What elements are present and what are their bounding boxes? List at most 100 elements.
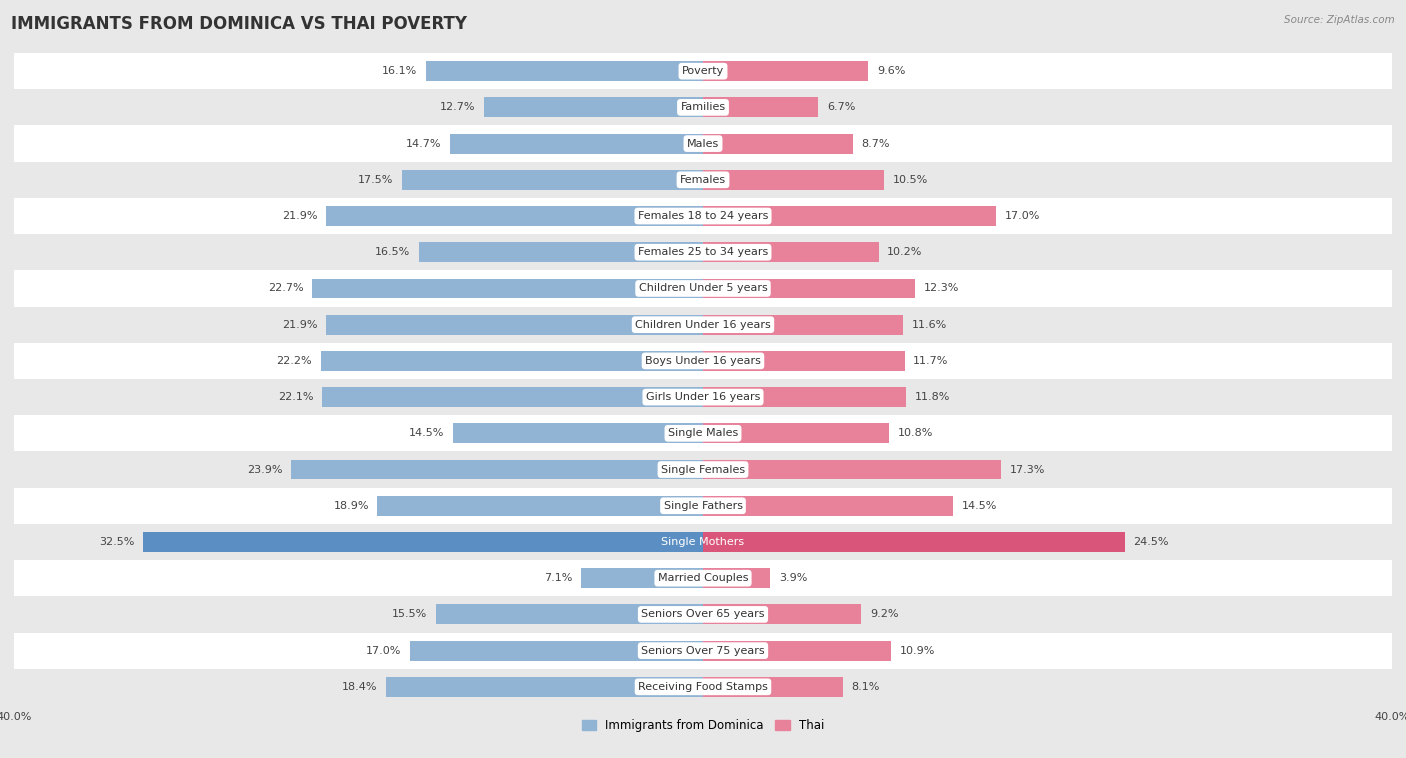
- Text: 9.2%: 9.2%: [870, 609, 898, 619]
- Text: Married Couples: Married Couples: [658, 573, 748, 583]
- Text: 12.7%: 12.7%: [440, 102, 475, 112]
- Text: 10.9%: 10.9%: [900, 646, 935, 656]
- Text: 15.5%: 15.5%: [392, 609, 427, 619]
- Bar: [14, 597, 1392, 632]
- Bar: [312, 278, 703, 299]
- Text: 17.5%: 17.5%: [357, 175, 392, 185]
- Text: Females 18 to 24 years: Females 18 to 24 years: [638, 211, 768, 221]
- Bar: [14, 452, 1392, 487]
- Text: 10.2%: 10.2%: [887, 247, 922, 257]
- Text: Single Fathers: Single Fathers: [664, 501, 742, 511]
- Text: Seniors Over 65 years: Seniors Over 65 years: [641, 609, 765, 619]
- Text: 22.1%: 22.1%: [278, 392, 314, 402]
- Bar: [703, 61, 869, 81]
- Bar: [14, 198, 1392, 234]
- Text: 10.5%: 10.5%: [893, 175, 928, 185]
- Bar: [450, 133, 703, 154]
- Bar: [402, 170, 703, 190]
- Bar: [14, 161, 1392, 198]
- Bar: [484, 98, 703, 117]
- Text: 6.7%: 6.7%: [827, 102, 855, 112]
- Bar: [14, 669, 1392, 705]
- Bar: [291, 459, 703, 480]
- Text: Source: ZipAtlas.com: Source: ZipAtlas.com: [1284, 15, 1395, 25]
- Bar: [419, 243, 703, 262]
- Text: 10.8%: 10.8%: [897, 428, 934, 438]
- Text: 32.5%: 32.5%: [100, 537, 135, 547]
- Text: 7.1%: 7.1%: [544, 573, 572, 583]
- Text: Single Males: Single Males: [668, 428, 738, 438]
- Bar: [703, 170, 884, 190]
- Text: Children Under 5 years: Children Under 5 years: [638, 283, 768, 293]
- Text: Boys Under 16 years: Boys Under 16 years: [645, 356, 761, 366]
- Bar: [436, 604, 703, 625]
- Text: 21.9%: 21.9%: [281, 211, 318, 221]
- Text: 16.1%: 16.1%: [382, 66, 418, 76]
- Bar: [703, 315, 903, 334]
- Bar: [703, 278, 915, 299]
- Bar: [703, 424, 889, 443]
- Bar: [143, 532, 703, 552]
- Text: 17.0%: 17.0%: [366, 646, 402, 656]
- Text: 23.9%: 23.9%: [247, 465, 283, 475]
- Bar: [322, 387, 703, 407]
- Bar: [703, 351, 904, 371]
- Bar: [703, 496, 953, 515]
- Text: Females: Females: [681, 175, 725, 185]
- Bar: [703, 243, 879, 262]
- Bar: [703, 98, 818, 117]
- Legend: Immigrants from Dominica, Thai: Immigrants from Dominica, Thai: [575, 713, 831, 738]
- Bar: [14, 53, 1392, 89]
- Bar: [703, 532, 1125, 552]
- Text: Poverty: Poverty: [682, 66, 724, 76]
- Text: 11.8%: 11.8%: [915, 392, 950, 402]
- Text: 21.9%: 21.9%: [281, 320, 318, 330]
- Text: Children Under 16 years: Children Under 16 years: [636, 320, 770, 330]
- Bar: [703, 387, 907, 407]
- Bar: [377, 496, 703, 515]
- Text: 14.5%: 14.5%: [962, 501, 997, 511]
- Bar: [703, 459, 1001, 480]
- Text: 12.3%: 12.3%: [924, 283, 959, 293]
- Text: 24.5%: 24.5%: [1133, 537, 1168, 547]
- Text: 22.7%: 22.7%: [267, 283, 304, 293]
- Bar: [703, 206, 995, 226]
- Text: 9.6%: 9.6%: [877, 66, 905, 76]
- Bar: [14, 415, 1392, 452]
- Bar: [321, 351, 703, 371]
- Text: Families: Families: [681, 102, 725, 112]
- Text: 3.9%: 3.9%: [779, 573, 807, 583]
- Text: Males: Males: [688, 139, 718, 149]
- Text: 14.5%: 14.5%: [409, 428, 444, 438]
- Bar: [581, 568, 703, 588]
- Bar: [14, 487, 1392, 524]
- Bar: [14, 126, 1392, 161]
- Bar: [14, 89, 1392, 126]
- Text: Females 25 to 34 years: Females 25 to 34 years: [638, 247, 768, 257]
- Bar: [426, 61, 703, 81]
- Bar: [326, 315, 703, 334]
- Bar: [703, 133, 853, 154]
- Bar: [14, 234, 1392, 271]
- Bar: [326, 206, 703, 226]
- Text: 11.7%: 11.7%: [912, 356, 949, 366]
- Bar: [703, 604, 862, 625]
- Text: 8.7%: 8.7%: [862, 139, 890, 149]
- Bar: [453, 424, 703, 443]
- Text: 22.2%: 22.2%: [277, 356, 312, 366]
- Text: Receiving Food Stamps: Receiving Food Stamps: [638, 682, 768, 692]
- Bar: [411, 641, 703, 660]
- Text: Single Mothers: Single Mothers: [661, 537, 745, 547]
- Bar: [387, 677, 703, 697]
- Text: Single Females: Single Females: [661, 465, 745, 475]
- Bar: [14, 632, 1392, 669]
- Text: 17.3%: 17.3%: [1010, 465, 1045, 475]
- Text: 8.1%: 8.1%: [851, 682, 880, 692]
- Bar: [703, 677, 842, 697]
- Text: 17.0%: 17.0%: [1004, 211, 1040, 221]
- Text: 11.6%: 11.6%: [911, 320, 946, 330]
- Text: 16.5%: 16.5%: [375, 247, 411, 257]
- Text: 14.7%: 14.7%: [406, 139, 441, 149]
- Text: Girls Under 16 years: Girls Under 16 years: [645, 392, 761, 402]
- Text: IMMIGRANTS FROM DOMINICA VS THAI POVERTY: IMMIGRANTS FROM DOMINICA VS THAI POVERTY: [11, 15, 467, 33]
